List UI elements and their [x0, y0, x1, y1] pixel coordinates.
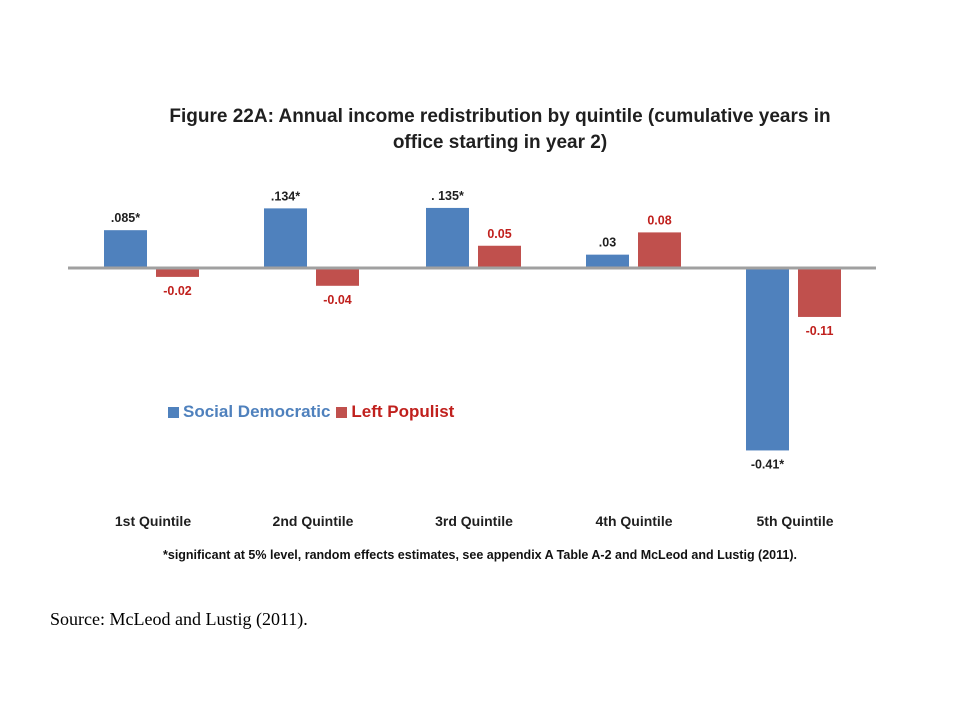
- category-label-2: 2nd Quintile: [273, 513, 354, 529]
- data-label-social-democratic-2: .134*: [271, 189, 300, 203]
- chart-legend: Social Democratic Left Populist: [168, 402, 460, 422]
- bar-left-populist-3: [478, 245, 521, 268]
- bar-left-populist-1: [156, 268, 199, 277]
- legend-label-social-democratic: Social Democratic: [183, 402, 331, 421]
- chart-footnote: *significant at 5% level, random effects…: [163, 548, 797, 562]
- category-label-3: 3rd Quintile: [435, 513, 513, 529]
- category-label-5: 5th Quintile: [757, 513, 834, 529]
- data-label-left-populist-2: -0.04: [323, 293, 352, 307]
- legend-item-left-populist: Left Populist: [336, 402, 454, 422]
- category-label-4: 4th Quintile: [596, 513, 673, 529]
- data-label-social-democratic-1: .085*: [111, 211, 140, 225]
- legend-label-left-populist: Left Populist: [351, 402, 455, 421]
- legend-swatch-left-populist: [336, 406, 348, 418]
- category-label-1: 1st Quintile: [115, 513, 191, 529]
- chart-title: Figure 22A: Annual income redistribution…: [100, 104, 900, 156]
- data-label-social-democratic-3: . 135*: [431, 189, 464, 203]
- data-label-social-democratic-5: -0.41*: [751, 457, 784, 471]
- data-label-social-democratic-4: .03: [599, 236, 616, 250]
- bar-left-populist-2: [316, 268, 359, 286]
- bar-social-democratic-2: [264, 208, 307, 268]
- bar-social-democratic-5: [746, 268, 789, 451]
- bar-left-populist-4: [638, 232, 681, 268]
- bar-left-populist-5: [798, 268, 841, 317]
- chart-title-line-1: Figure 22A: Annual income redistribution…: [169, 106, 831, 127]
- chart-title-line-2: office starting in year 2): [392, 132, 608, 153]
- data-label-left-populist-1: -0.02: [163, 284, 192, 298]
- data-label-left-populist-5: -0.11: [806, 324, 834, 338]
- data-label-left-populist-4: 0.08: [647, 213, 671, 227]
- bar-social-democratic-4: [586, 254, 629, 268]
- legend-swatch-social-democratic: [168, 406, 179, 418]
- bar-social-democratic-3: [426, 207, 469, 268]
- source-note: Source: McLeod and Lustig (2011).: [50, 609, 308, 629]
- data-label-left-populist-3: 0.05: [487, 227, 511, 241]
- bar-social-democratic-1: [104, 230, 147, 268]
- legend-item-social-democratic: Social Democratic: [168, 402, 330, 422]
